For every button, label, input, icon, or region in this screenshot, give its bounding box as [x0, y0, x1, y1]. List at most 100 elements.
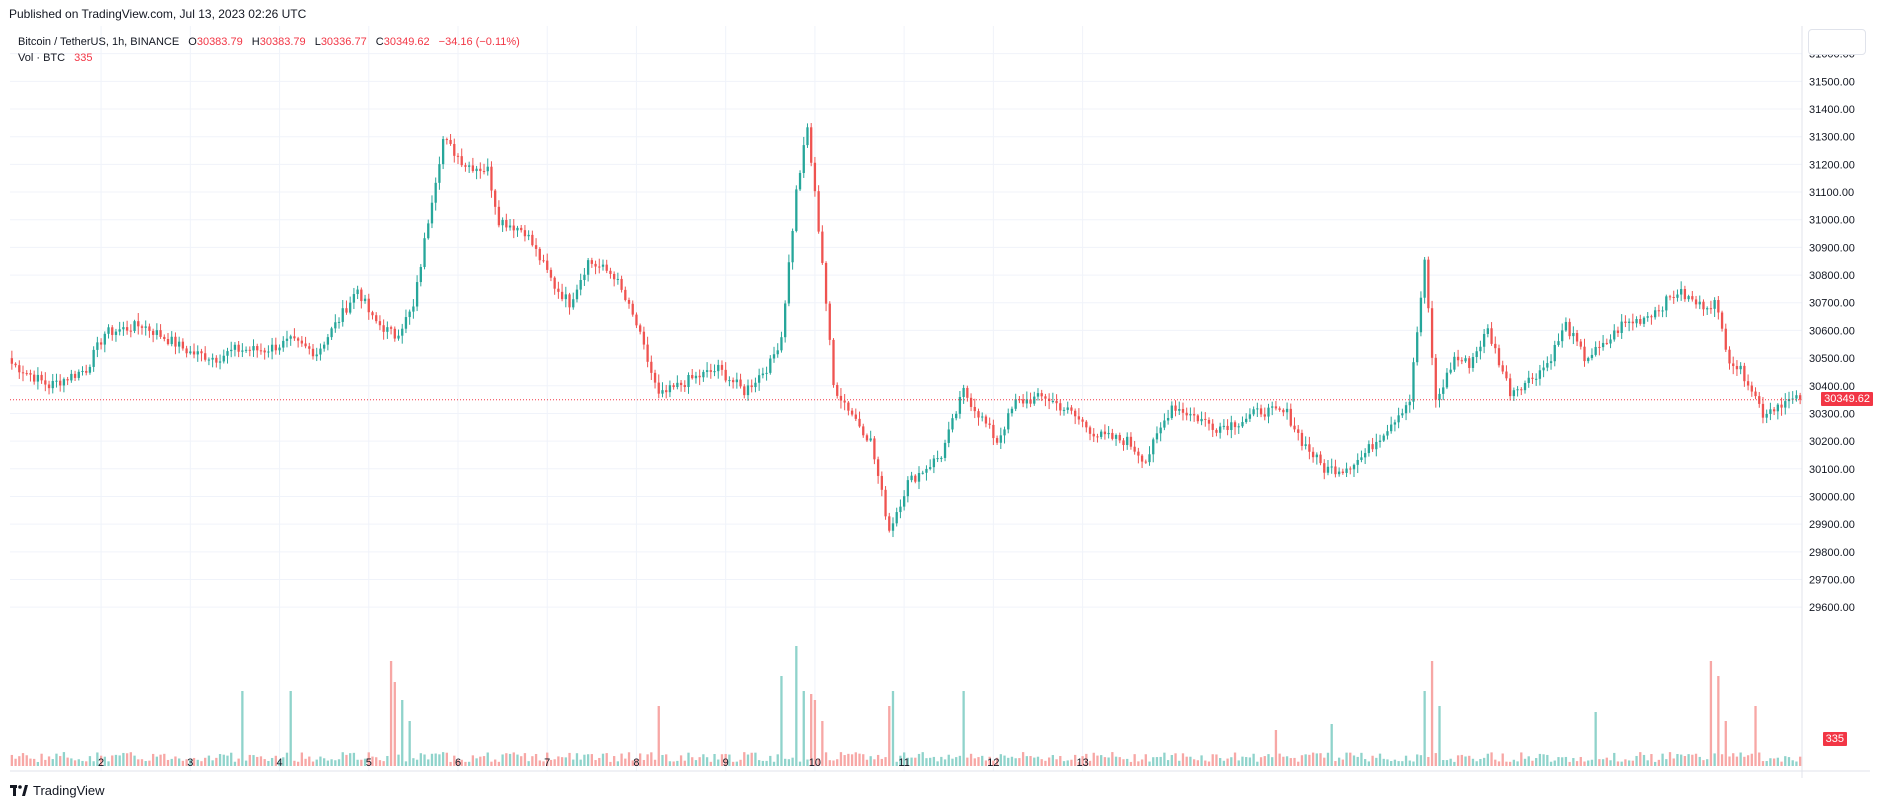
candle-body	[1795, 395, 1798, 399]
volume-bar	[1393, 759, 1397, 766]
candle-body	[1237, 426, 1240, 428]
volume-bar	[731, 761, 735, 766]
candle-body	[995, 438, 999, 443]
candle-body	[534, 245, 538, 249]
volume-bar	[293, 760, 296, 766]
candle-body	[222, 355, 225, 362]
volume-bar	[1587, 760, 1590, 766]
volume-bar	[81, 760, 84, 766]
volume-bar	[639, 753, 642, 766]
candle-body	[516, 227, 519, 231]
candle-body	[259, 350, 263, 352]
volume-bar	[1754, 706, 1757, 766]
candle-body	[1059, 403, 1062, 411]
symbol-label[interactable]: Bitcoin / TetherUS, 1h, BINANCE	[18, 36, 180, 48]
candle-body	[531, 234, 534, 246]
volume-bar	[419, 753, 422, 766]
candle-body	[1315, 454, 1318, 458]
volume-bar	[464, 761, 467, 766]
candle-body	[408, 311, 411, 318]
candle-body	[460, 156, 463, 166]
candle-body	[170, 336, 173, 345]
volume-bar	[932, 756, 936, 766]
volume-bar	[1546, 754, 1549, 766]
volume-bar	[140, 759, 144, 766]
candle-body	[784, 303, 787, 338]
candle-body	[1159, 427, 1162, 434]
candle-body	[1133, 446, 1136, 452]
volume-bar	[962, 691, 965, 766]
volume-bar	[631, 760, 634, 766]
candle-body	[133, 321, 136, 332]
price-axis-settings-button[interactable]	[1808, 29, 1866, 55]
volume-bar	[977, 757, 980, 766]
candle-body	[1137, 451, 1140, 456]
volume-bar	[1412, 761, 1415, 766]
candle-body	[1750, 385, 1753, 392]
volume-bar	[218, 754, 222, 766]
candle-body	[1668, 296, 1672, 298]
candle-body	[1021, 399, 1025, 404]
volume-label[interactable]: Vol · BTC	[18, 52, 66, 64]
candlestick-chart[interactable]: 29600.00 29700.00 29800.00 29900.00 30000.00…	[10, 26, 1870, 778]
volume-bar	[523, 753, 527, 766]
volume-bar	[192, 757, 196, 766]
candle-body	[1594, 346, 1597, 355]
volume-bar	[408, 721, 411, 766]
candle-body	[631, 303, 634, 315]
candle-body	[337, 321, 341, 323]
volume-bar	[1166, 760, 1170, 766]
candle-body	[1252, 409, 1255, 415]
high-label: H	[251, 36, 260, 48]
volume-bar	[144, 761, 147, 766]
volume-bar	[1575, 761, 1579, 766]
candle-body	[1382, 435, 1385, 441]
chart-area[interactable]: 29600.00 29700.00 29800.00 29900.00 30000.00…	[10, 26, 1870, 778]
volume-bar	[657, 706, 660, 766]
candle-body	[958, 396, 962, 414]
candle-body	[1687, 296, 1690, 300]
volume-bar	[1687, 754, 1690, 766]
candle-body	[1047, 398, 1051, 402]
y-tick-label: 30000.00	[1809, 491, 1855, 503]
candle-body	[1222, 425, 1226, 427]
candle-body	[471, 165, 475, 172]
candle-body	[594, 263, 597, 267]
volume-bar	[869, 756, 872, 766]
candle-body	[1706, 308, 1709, 310]
candle-body	[92, 349, 95, 367]
candle-body	[1456, 356, 1460, 361]
volume-bar	[538, 760, 541, 766]
candle-body	[1442, 387, 1445, 394]
candle-body	[1033, 396, 1036, 404]
candle-body	[282, 340, 285, 348]
candle-body	[1360, 457, 1363, 460]
candle-body	[122, 327, 125, 330]
candle-body	[1653, 310, 1657, 318]
volume-bar	[311, 761, 315, 766]
volume-bar	[1772, 758, 1776, 766]
candle-body	[1285, 408, 1289, 413]
candle-body	[1769, 409, 1772, 414]
volume-bar	[943, 759, 947, 766]
volume-bar	[96, 752, 99, 766]
candle-body	[1772, 409, 1776, 412]
candle-body	[207, 359, 211, 361]
volume-bar	[951, 758, 954, 766]
volume-bar	[1605, 757, 1608, 766]
volume-bar	[988, 756, 991, 766]
volume-bar	[1241, 756, 1244, 766]
volume-bar	[1144, 754, 1147, 766]
candle-body	[1765, 413, 1768, 418]
candle-body	[713, 371, 716, 373]
volume-bar	[415, 759, 419, 766]
volume-bar	[1100, 755, 1103, 766]
candle-body	[151, 330, 155, 335]
candle-body	[999, 435, 1002, 443]
tradingview-logo[interactable]: TradingView	[10, 783, 105, 798]
volume-bar	[876, 754, 880, 766]
volume-bar	[1337, 757, 1341, 766]
grid-lines	[10, 26, 1802, 771]
volume-bar	[1680, 754, 1683, 766]
volume-bar	[884, 757, 887, 766]
